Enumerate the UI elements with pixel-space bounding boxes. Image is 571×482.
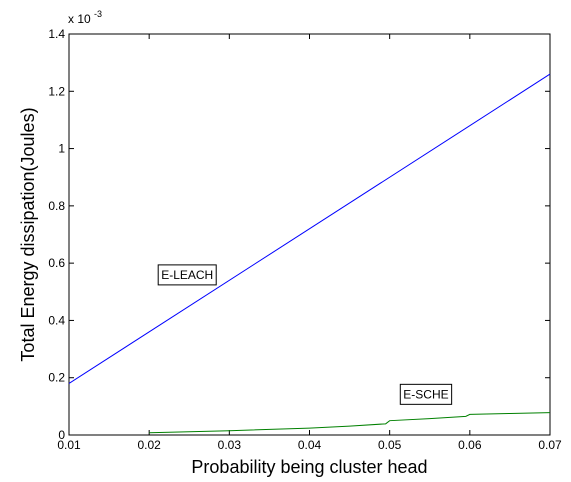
annotation-e-leach: E-LEACH (157, 264, 217, 286)
x-tick-label: 0.02 (137, 438, 161, 452)
y-tick-label: 0.8 (48, 199, 65, 213)
y-exponent-label: x 10 -3 (68, 9, 102, 26)
y-tick-label: 1 (58, 142, 65, 156)
series-line-e-leach (68, 73, 551, 384)
y-tick-label: 1.4 (48, 27, 65, 41)
y-axis-label: Total Energy dissipation(Joules) (18, 107, 38, 361)
annotation-e-sche: E-SCHE (399, 383, 453, 405)
series-line-e-sche (149, 412, 551, 434)
x-tick-label: 0.01 (57, 438, 81, 452)
annotation-box (399, 383, 453, 405)
axis-ticks (68, 33, 551, 436)
x-tick-label: 0.03 (218, 438, 242, 452)
annotation-box (157, 264, 217, 286)
annotation-label: E-SCHE (403, 387, 448, 401)
y-tick-label: 0.6 (48, 256, 65, 270)
y-tick-label: 0.4 (48, 313, 65, 327)
y-tick-label: 0.2 (48, 371, 65, 385)
annotation-label: E-LEACH (161, 268, 213, 282)
y-tick-label: 1.2 (48, 84, 65, 98)
x-tick-label: 0.06 (458, 438, 482, 452)
plot-area (68, 33, 551, 436)
x-axis-label: Probability being cluster head (191, 457, 427, 477)
series-lines (68, 73, 551, 434)
y-tick-label: 0 (58, 428, 65, 442)
x-tick-label: 0.07 (538, 438, 562, 452)
axis-tick-labels: 0.01 0.02 0.03 0.04 0.05 0.06 0.07 0 0.2 0.4 0.6 0.… (48, 27, 562, 452)
annotations: E-LEACH E-SCHE (157, 264, 453, 405)
x-tick-label: 0.04 (298, 438, 322, 452)
x-tick-label: 0.05 (378, 438, 402, 452)
